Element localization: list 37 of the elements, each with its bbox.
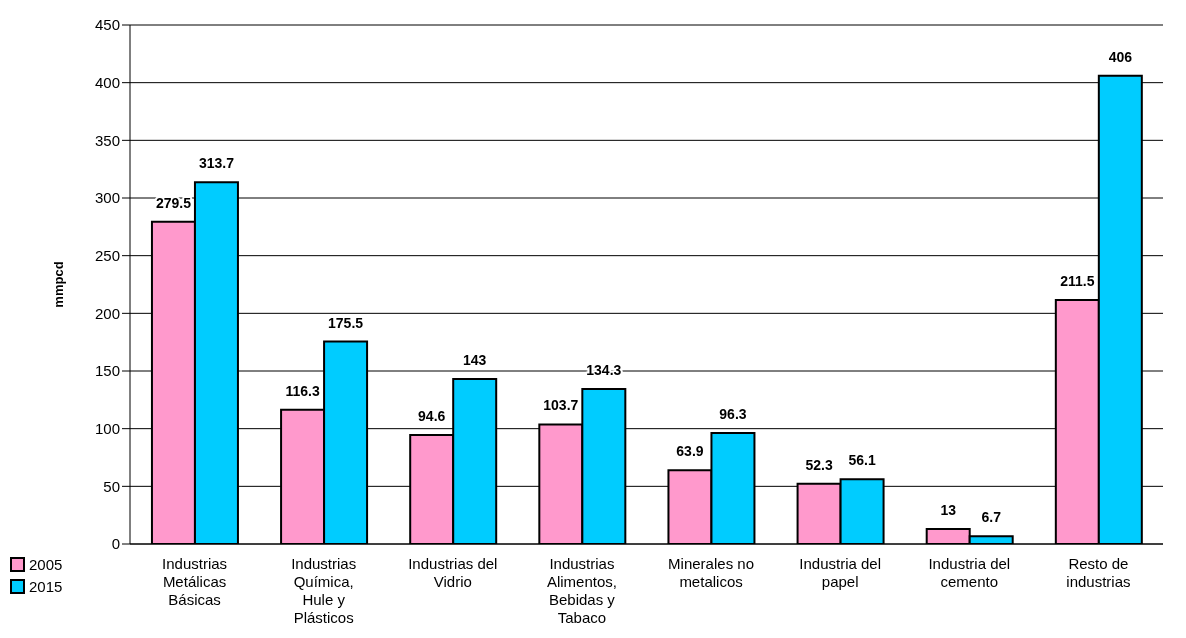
data-label: 406 — [1108, 48, 1133, 65]
data-label: 13 — [940, 502, 957, 519]
data-label: 63.9 — [676, 443, 704, 460]
y-tick-label: 350 — [94, 131, 120, 149]
data-label: 94.6 — [418, 407, 446, 424]
x-tick-label: Industrias Metálicas Básicas — [162, 554, 228, 608]
data-label: 6.7 — [981, 509, 1002, 526]
y-axis-title: mmpcd — [50, 261, 66, 308]
data-label: 313.7 — [198, 155, 235, 172]
x-tick-label: Industrias Alimentos, Bebidas y Tabaco — [546, 554, 617, 626]
y-tick-label: 200 — [94, 304, 120, 322]
y-tick-label: 250 — [94, 246, 120, 264]
legend-label: 2015 — [29, 577, 63, 595]
data-label: 143 — [463, 352, 487, 369]
data-label: 134.3 — [586, 362, 622, 379]
y-tick-label: 450 — [94, 16, 120, 34]
data-label: 56.1 — [848, 452, 876, 469]
y-tick-label: 300 — [94, 189, 120, 207]
y-tick-label: 150 — [94, 362, 120, 380]
data-label: 175.5 — [328, 314, 364, 331]
data-label: 211.5 — [1060, 273, 1095, 290]
y-tick-label: 100 — [94, 419, 120, 437]
x-tick-label: Industria del cemento — [928, 554, 1011, 590]
data-label: 96.3 — [719, 405, 747, 422]
x-tick-label: Minerales no metalicos — [668, 554, 755, 590]
x-tick-label: Industria del papel — [799, 554, 882, 590]
data-label: 52.3 — [805, 456, 833, 473]
data-label: 103.7 — [543, 397, 579, 414]
y-tick-label: 0 — [111, 535, 120, 553]
data-label: 279.5 — [155, 194, 192, 211]
y-tick-label: 400 — [94, 73, 120, 91]
y-tick-label: 50 — [103, 477, 120, 495]
data-label: 116.3 — [285, 382, 320, 399]
x-tick-label: Resto de industrias — [1066, 554, 1131, 590]
legend-label: 2005 — [29, 555, 63, 573]
x-tick-label: Industrias del Vidrio — [408, 554, 498, 590]
x-tick-label: Industrias Química, Hule y Plásticos — [291, 554, 357, 626]
